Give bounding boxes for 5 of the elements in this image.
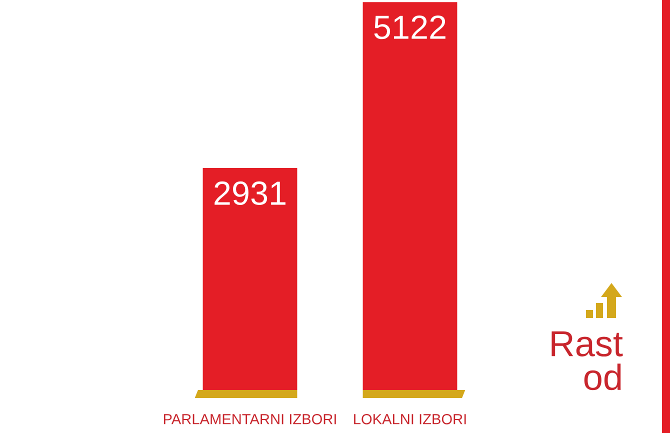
x-tick-label: PARLAMENTARNI IZBORI: [164, 414, 336, 424]
text: Rast od: [552, 331, 623, 390]
data-label: 2931: [214, 181, 286, 206]
x-tick-label: LOKALNI IZBORI: [354, 414, 466, 424]
data-label: 5122: [374, 16, 446, 40]
